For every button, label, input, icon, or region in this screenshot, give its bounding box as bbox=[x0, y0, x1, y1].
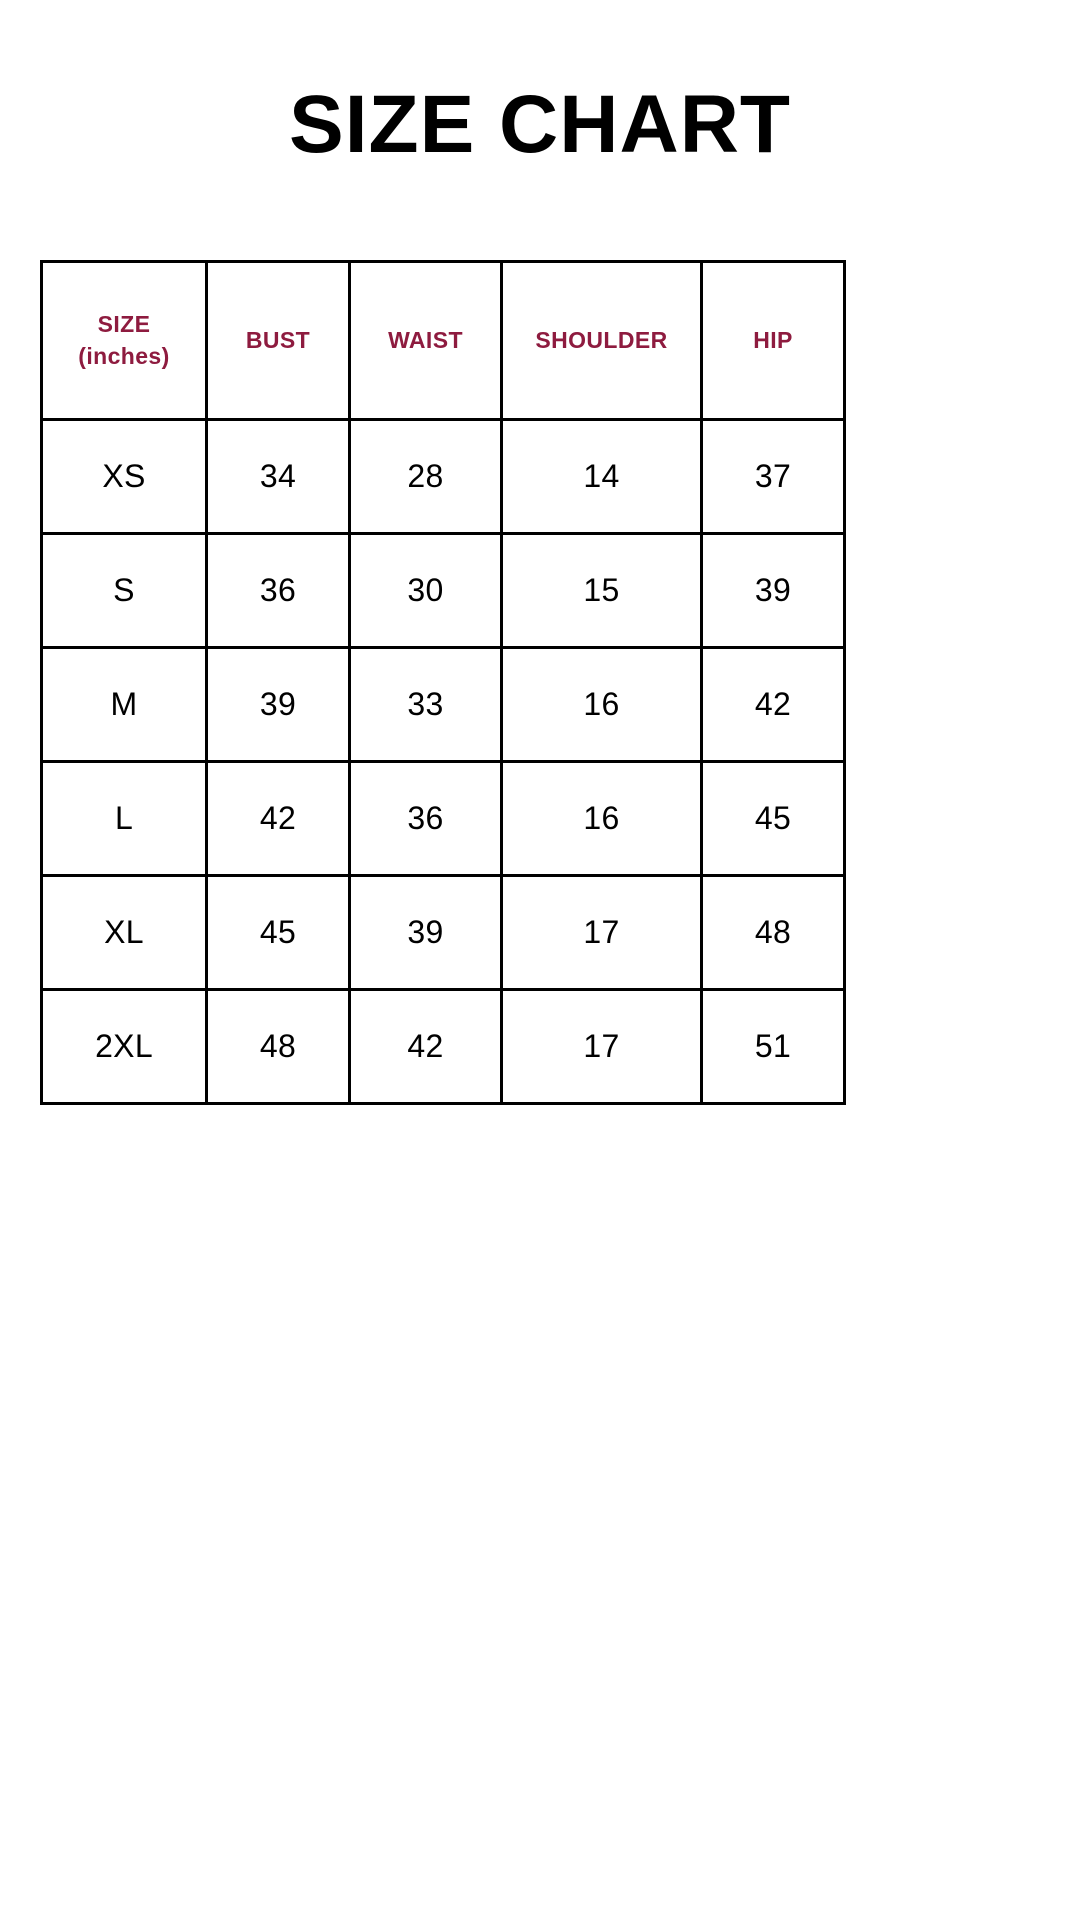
cell-bust: 48 bbox=[205, 988, 351, 1105]
size-chart-table: SIZE (inches) BUST WAIST SHOULDER HIP bbox=[40, 260, 846, 1105]
cell-hip: 45 bbox=[700, 760, 846, 877]
table-row: 2XL 48 42 17 51 bbox=[40, 988, 846, 1105]
table-row: M 39 33 16 42 bbox=[40, 646, 846, 763]
cell-hip: 48 bbox=[700, 874, 846, 991]
cell-size: XL bbox=[40, 874, 208, 991]
size-chart-table-container: SIZE (inches) BUST WAIST SHOULDER HIP bbox=[40, 260, 846, 1105]
cell-waist: 42 bbox=[348, 988, 503, 1105]
table-row: XL 45 39 17 48 bbox=[40, 874, 846, 991]
cell-shoulder: 17 bbox=[500, 988, 703, 1105]
column-header-shoulder: SHOULDER bbox=[500, 260, 703, 421]
cell-bust: 45 bbox=[205, 874, 351, 991]
cell-size: 2XL bbox=[40, 988, 208, 1105]
cell-shoulder: 16 bbox=[500, 646, 703, 763]
column-header-bust-label: BUST bbox=[245, 326, 311, 353]
table-row: XS 34 28 14 37 bbox=[40, 418, 846, 535]
cell-size: L bbox=[40, 760, 208, 877]
column-header-size: SIZE (inches) bbox=[40, 260, 208, 421]
column-header-size-line2: (inches) bbox=[78, 342, 170, 369]
cell-waist: 39 bbox=[348, 874, 503, 991]
cell-shoulder: 16 bbox=[500, 760, 703, 877]
cell-hip: 42 bbox=[700, 646, 846, 763]
column-header-shoulder-label: SHOULDER bbox=[535, 326, 668, 353]
cell-hip: 39 bbox=[700, 532, 846, 649]
column-header-hip: HIP bbox=[700, 260, 846, 421]
cell-bust: 36 bbox=[205, 532, 351, 649]
cell-waist: 30 bbox=[348, 532, 503, 649]
cell-hip: 51 bbox=[700, 988, 846, 1105]
cell-waist: 28 bbox=[348, 418, 503, 535]
table-header: SIZE (inches) BUST WAIST SHOULDER HIP bbox=[40, 260, 846, 421]
cell-bust: 39 bbox=[205, 646, 351, 763]
column-header-hip-label: HIP bbox=[753, 326, 793, 353]
cell-shoulder: 15 bbox=[500, 532, 703, 649]
cell-bust: 34 bbox=[205, 418, 351, 535]
cell-bust: 42 bbox=[205, 760, 351, 877]
cell-waist: 36 bbox=[348, 760, 503, 877]
table-row: S 36 30 15 39 bbox=[40, 532, 846, 649]
table-header-row: SIZE (inches) BUST WAIST SHOULDER HIP bbox=[40, 260, 846, 421]
cell-shoulder: 17 bbox=[500, 874, 703, 991]
cell-size: M bbox=[40, 646, 208, 763]
cell-size: S bbox=[40, 532, 208, 649]
column-header-waist-label: WAIST bbox=[388, 326, 463, 353]
cell-size: XS bbox=[40, 418, 208, 535]
column-header-size-line1: SIZE bbox=[97, 310, 151, 337]
column-header-waist: WAIST bbox=[348, 260, 503, 421]
column-header-bust: BUST bbox=[205, 260, 351, 421]
table-row: L 42 36 16 45 bbox=[40, 760, 846, 877]
cell-shoulder: 14 bbox=[500, 418, 703, 535]
cell-hip: 37 bbox=[700, 418, 846, 535]
cell-waist: 33 bbox=[348, 646, 503, 763]
page-title: SIZE CHART bbox=[289, 79, 791, 170]
table-body: XS 34 28 14 37 S 36 30 15 39 M 39 33 bbox=[40, 418, 846, 1105]
